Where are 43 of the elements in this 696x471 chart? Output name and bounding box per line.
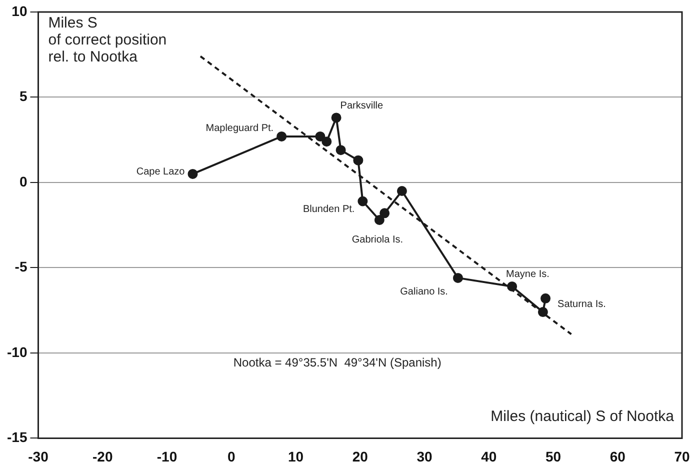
x-tick-label: 70 xyxy=(674,448,690,464)
annotation: Mapleguard Pt. xyxy=(206,123,274,134)
x-tick-label: 40 xyxy=(481,448,497,464)
point xyxy=(374,214,384,225)
y-tick-label: 0 xyxy=(19,173,28,190)
point xyxy=(540,293,551,304)
annotation: Mayne Is. xyxy=(506,269,550,280)
y-axis-title: Miles S of correct position rel. to Nootka xyxy=(48,14,167,66)
point xyxy=(396,186,407,196)
x-tick-label: 20 xyxy=(352,448,368,464)
point xyxy=(353,155,364,166)
x-tick-label: -30 xyxy=(28,448,49,464)
x-tick-label: 10 xyxy=(288,448,304,464)
y-tick-label: -5 xyxy=(14,258,28,275)
x-axis-title: Miles (nautical) S of Nootka xyxy=(490,408,675,425)
y-tick-label: 5 xyxy=(19,88,28,104)
annotation: Gabriola Is. xyxy=(352,234,403,246)
annotation: Cape Lazo xyxy=(136,166,186,178)
point xyxy=(331,112,342,123)
x-tick-label: 0 xyxy=(227,448,236,464)
point xyxy=(188,168,198,179)
point xyxy=(538,307,548,318)
x-tick-label: 50 xyxy=(545,448,562,464)
x-tick-label: 30 xyxy=(416,448,432,464)
point xyxy=(358,196,368,206)
x-tick-label: -10 xyxy=(156,448,178,464)
annotation: Nootka = 49°35.5'N 49°34'N (Spanish) xyxy=(233,356,442,370)
annotation: Parksville xyxy=(340,100,384,112)
point xyxy=(315,131,326,142)
point xyxy=(322,136,332,147)
annotation: Blunden Pt. xyxy=(302,204,355,215)
point xyxy=(276,131,287,142)
annotation: Galiano Is. xyxy=(400,286,448,298)
annotation: Saturna Is. xyxy=(558,299,606,310)
x-tick-label: -20 xyxy=(92,448,113,464)
y-tick-label: -10 xyxy=(7,344,28,360)
point xyxy=(507,281,518,292)
point xyxy=(336,145,346,156)
x-tick-label: 60 xyxy=(610,448,626,464)
point xyxy=(380,208,390,218)
y-tick-label: 10 xyxy=(12,2,28,19)
y-tick-label: -15 xyxy=(7,429,28,446)
point xyxy=(452,272,463,283)
